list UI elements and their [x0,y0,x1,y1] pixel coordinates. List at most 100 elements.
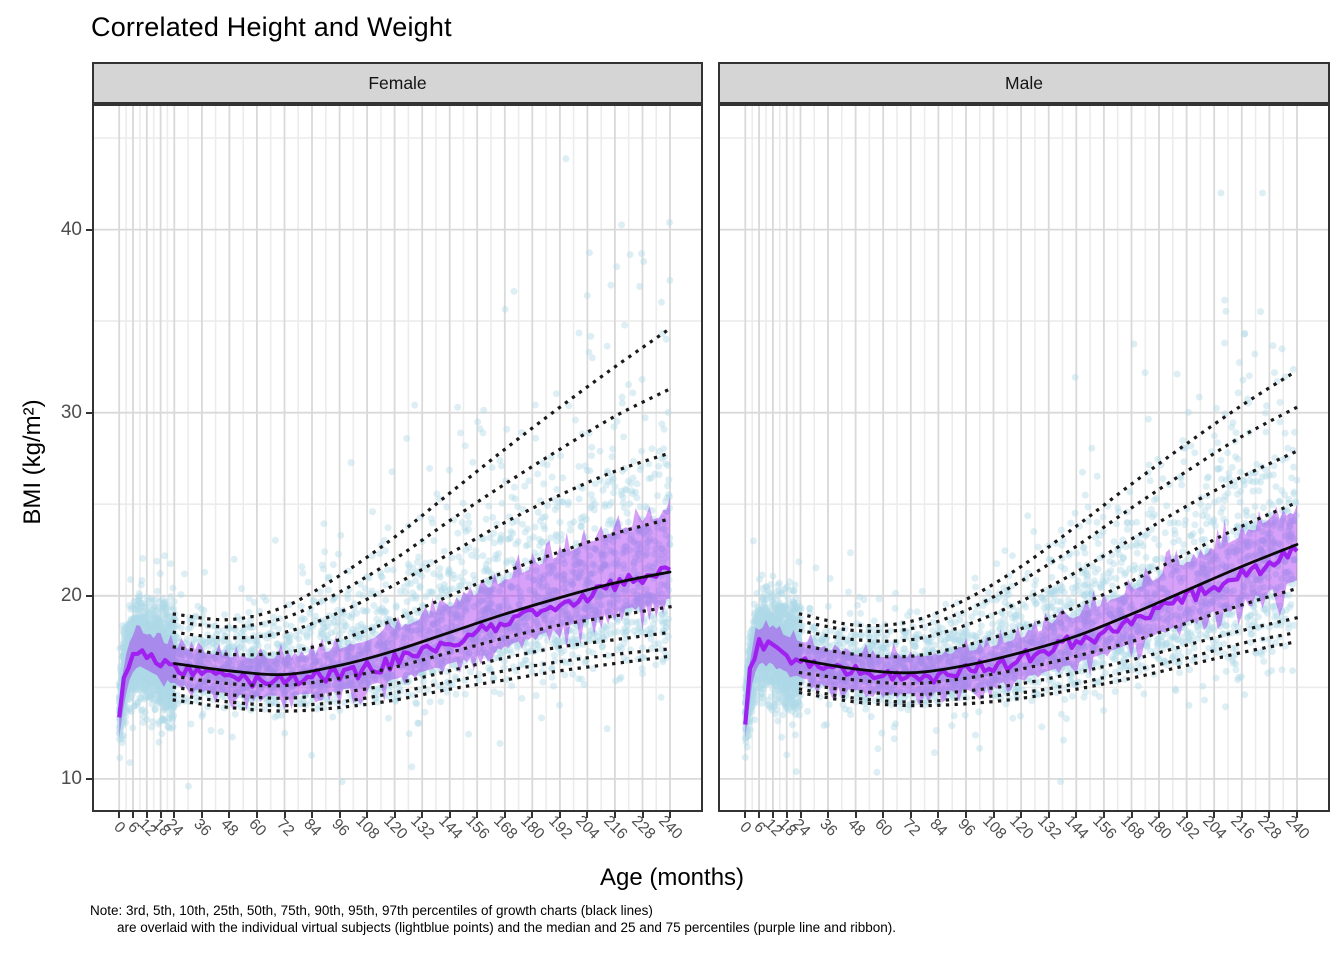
x-tick-mark [613,812,616,818]
x-tick-label: 192 [545,812,576,843]
x-tick-mark [366,812,369,818]
x-tick-mark [1075,812,1078,818]
x-tick-mark [1158,812,1160,818]
x-tick-label: 108 [352,812,383,843]
x-tick-mark [1240,812,1243,818]
x-tick-mark [771,812,774,818]
x-tick-mark [118,812,121,818]
x-tick-mark [173,812,176,818]
x-tick-mark [992,812,995,818]
y-axis-title: BMI (kg/m²) [19,399,46,525]
x-tick-mark [1268,812,1271,818]
facet-strip-male: Male [718,62,1330,104]
x-tick-label: 240 [655,812,686,843]
x-tick-label: 144 [1061,812,1092,843]
x-tick-mark [744,812,747,818]
x-tick-label: 36 [190,815,215,840]
x-tick-mark [1020,812,1023,818]
x-tick-mark [558,812,561,818]
y-tick-label: 40 [60,218,82,240]
x-tick-mark [476,812,479,818]
x-tick-label: 72 [899,815,924,840]
x-tick-mark [641,812,644,818]
x-tick-mark [586,812,589,818]
x-axis-title: Age (months) [599,864,745,891]
panel-female [92,104,703,812]
facet-label-male: Male [1005,72,1043,93]
x-tick-mark [1047,812,1050,818]
x-tick-mark [965,812,967,818]
x-tick-label: 240 [1282,812,1313,843]
x-tick-label: 180 [1144,812,1175,843]
x-tick-label: 132 [1033,812,1065,843]
x-tick-label: 204 [572,812,603,843]
x-tick-label: 192 [1171,812,1203,843]
x-tick-mark [758,812,761,818]
x-tick-mark [1213,812,1216,818]
x-tick-mark [159,812,162,818]
x-tick-label: 36 [816,815,841,840]
y-tick-label: 10 [60,767,82,789]
x-tick-label: 84 [926,815,951,840]
x-tick-mark [882,812,885,818]
y-tick-mark [86,228,92,231]
x-tick-mark [145,812,148,818]
x-tick-label: 216 [1226,812,1258,843]
x-tick-label: 60 [871,815,896,840]
x-tick-mark [799,812,802,818]
x-tick-mark [448,812,451,818]
plot-area-male [720,106,1328,810]
x-tick-mark [255,812,258,818]
x-tick-mark [531,812,534,818]
x-tick-label: 156 [462,812,493,843]
x-tick-label: 108 [978,812,1010,843]
x-tick-mark [785,812,788,818]
x-tick-mark [827,812,829,818]
x-tick-label: 120 [379,812,411,843]
note-line-1: Note: 3rd, 5th, 10th, 25th, 50th, 75th, … [90,903,653,918]
y-tick-mark [86,777,92,780]
x-tick-label: 60 [245,815,270,840]
x-tick-label: 180 [517,812,548,843]
y-tick-mark [86,594,92,597]
x-tick-label: 48 [843,815,869,840]
x-tick-label: 48 [217,815,242,840]
x-tick-label: 96 [954,815,979,840]
x-tick-mark [132,812,134,818]
x-tick-mark [909,812,912,818]
plot-area-female [94,106,701,810]
x-tick-mark [1102,812,1105,818]
x-tick-label: 96 [327,815,353,840]
x-tick-label: 156 [1089,812,1120,843]
facet-strip-female: Female [92,62,703,104]
x-tick-label: 72 [272,815,297,840]
y-tick-label: 30 [60,401,82,423]
x-tick-mark [393,812,396,818]
x-tick-mark [283,812,286,818]
x-tick-mark [503,812,506,818]
x-tick-mark [1296,812,1298,818]
chart-title: Correlated Height and Weight [91,12,452,42]
x-tick-label: 204 [1199,812,1230,843]
x-tick-label: 84 [300,815,325,840]
x-tick-label: 216 [600,812,631,843]
x-tick-label: 168 [1116,812,1148,843]
x-tick-label: 168 [489,812,521,843]
x-tick-mark [228,812,231,818]
x-tick-mark [854,812,857,818]
x-tick-mark [1130,812,1133,818]
x-tick-label: 144 [434,812,466,843]
x-tick-label: 228 [1254,812,1285,843]
x-tick-label: 132 [407,812,438,843]
y-tick-mark [86,411,92,414]
x-tick-label: 228 [627,812,659,843]
x-tick-mark [1185,812,1188,818]
note-line-2: are overlaid with the individual virtual… [117,920,896,935]
x-tick-mark [311,812,313,818]
x-tick-mark [421,812,424,818]
x-tick-mark [937,812,940,818]
x-tick-mark [200,812,203,818]
x-tick-mark [669,812,671,818]
panel-male [718,104,1330,812]
